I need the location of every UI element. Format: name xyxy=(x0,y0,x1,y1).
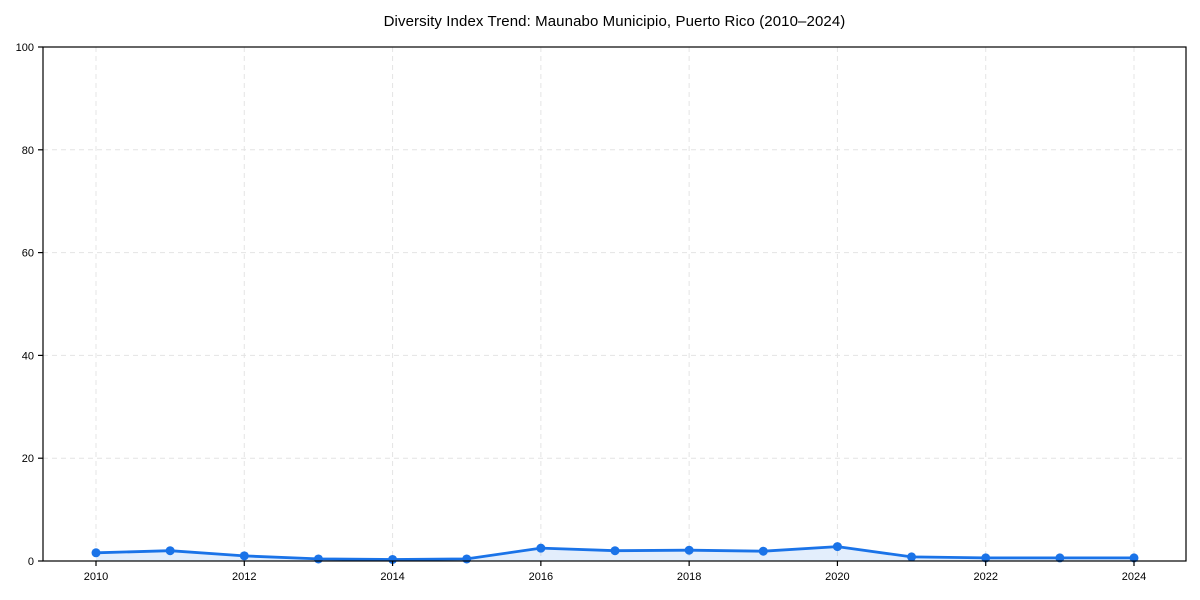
data-point xyxy=(536,543,546,553)
chart-title: Diversity Index Trend: Maunabo Municipio… xyxy=(383,13,846,30)
plot-border xyxy=(42,46,1187,562)
x-tick-label: 2022 xyxy=(973,571,997,583)
data-point xyxy=(1129,553,1139,563)
x-tick-label: 2020 xyxy=(825,571,849,583)
x-tick-label: 2018 xyxy=(677,571,701,583)
y-tick-label: 20 xyxy=(22,453,34,465)
data-point xyxy=(1055,553,1065,563)
x-tick-label: 2012 xyxy=(232,571,256,583)
y-tick-label: 40 xyxy=(22,350,34,362)
y-tick-label: 60 xyxy=(22,248,34,260)
y-tick-label: 0 xyxy=(28,556,34,568)
x-tick-label: 2024 xyxy=(1122,571,1146,583)
data-point xyxy=(907,552,917,562)
x-tick-label: 2016 xyxy=(529,571,553,583)
data-point xyxy=(462,554,472,564)
data-point xyxy=(684,545,694,555)
x-tick-label: 2014 xyxy=(380,571,404,583)
data-point xyxy=(981,553,991,563)
data-point xyxy=(239,551,249,561)
y-tick-label: 80 xyxy=(22,145,34,157)
data-point xyxy=(610,546,620,556)
data-point xyxy=(91,548,101,558)
data-point xyxy=(165,546,175,556)
data-point xyxy=(758,546,768,556)
data-point xyxy=(388,554,398,564)
y-tick-label: 100 xyxy=(16,42,34,54)
data-point xyxy=(313,554,323,564)
data-point xyxy=(832,542,842,552)
x-tick-label: 2010 xyxy=(84,571,108,583)
